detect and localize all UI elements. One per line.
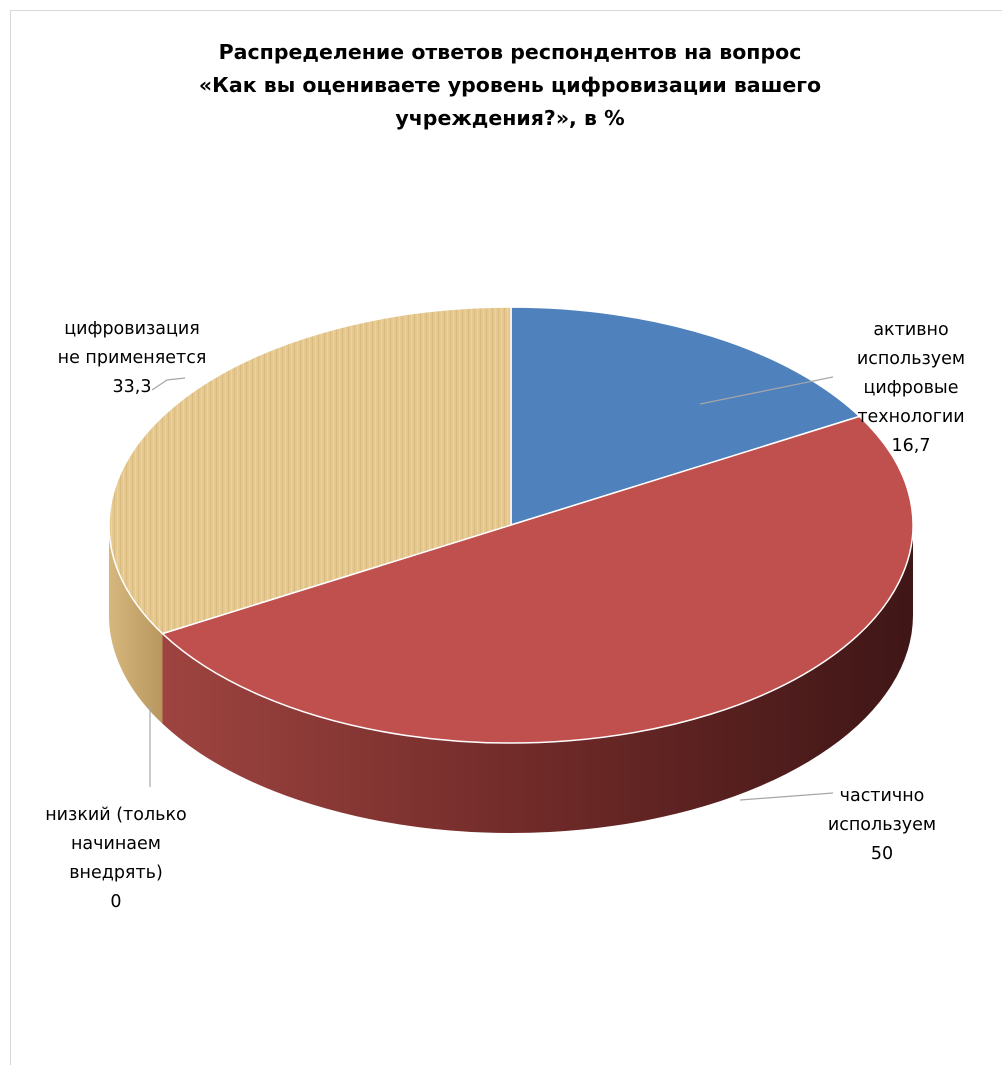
data-label-line: внедрять) [69, 863, 163, 883]
data-label-2: низкий (только начинаем внедрять) 0 [45, 805, 187, 912]
data-label-line: не применяется [58, 348, 207, 368]
title-line-2: «Как вы оцениваете уровень цифровизации … [198, 73, 822, 97]
data-label-line: низкий (только [45, 805, 187, 825]
data-label-line: активно [873, 320, 948, 340]
data-label-line: 16,7 [892, 436, 931, 456]
title-line-3: учреждения?», в % [395, 106, 625, 130]
chart-area [10, 10, 1002, 1065]
title-line-1: Распределение ответов респондентов на во… [218, 40, 802, 64]
data-label-line: используем [828, 815, 936, 835]
data-label-line: цифровые [864, 378, 959, 398]
leader-line-1 [739, 792, 834, 801]
slice-0 [510, 306, 862, 527]
data-label-line: 50 [871, 844, 893, 864]
slice-side-1 [162, 525, 914, 833]
data-label-line: используем [857, 349, 965, 369]
slice-3 [108, 306, 512, 635]
leader-line-3 [151, 377, 186, 391]
data-label-0: активно используем цифровые технологии 16,7 [857, 320, 965, 456]
chart-title: Распределение ответов респондентов на во… [120, 36, 900, 135]
leader-line-0 [699, 376, 834, 405]
data-label-1: частично используем 50 [828, 786, 936, 864]
data-label-3: цифровизация не применяется 33,3 [58, 319, 207, 397]
data-label-line: технологии [857, 407, 964, 427]
data-label-line: 0 [110, 892, 121, 912]
data-label-line: начинаем [71, 834, 161, 854]
slice-side-left [109, 525, 163, 724]
slice-1 [160, 415, 915, 745]
data-label-line: частично [840, 786, 925, 806]
data-label-line: цифровизация [64, 319, 200, 339]
data-label-line: 33,3 [113, 377, 152, 397]
